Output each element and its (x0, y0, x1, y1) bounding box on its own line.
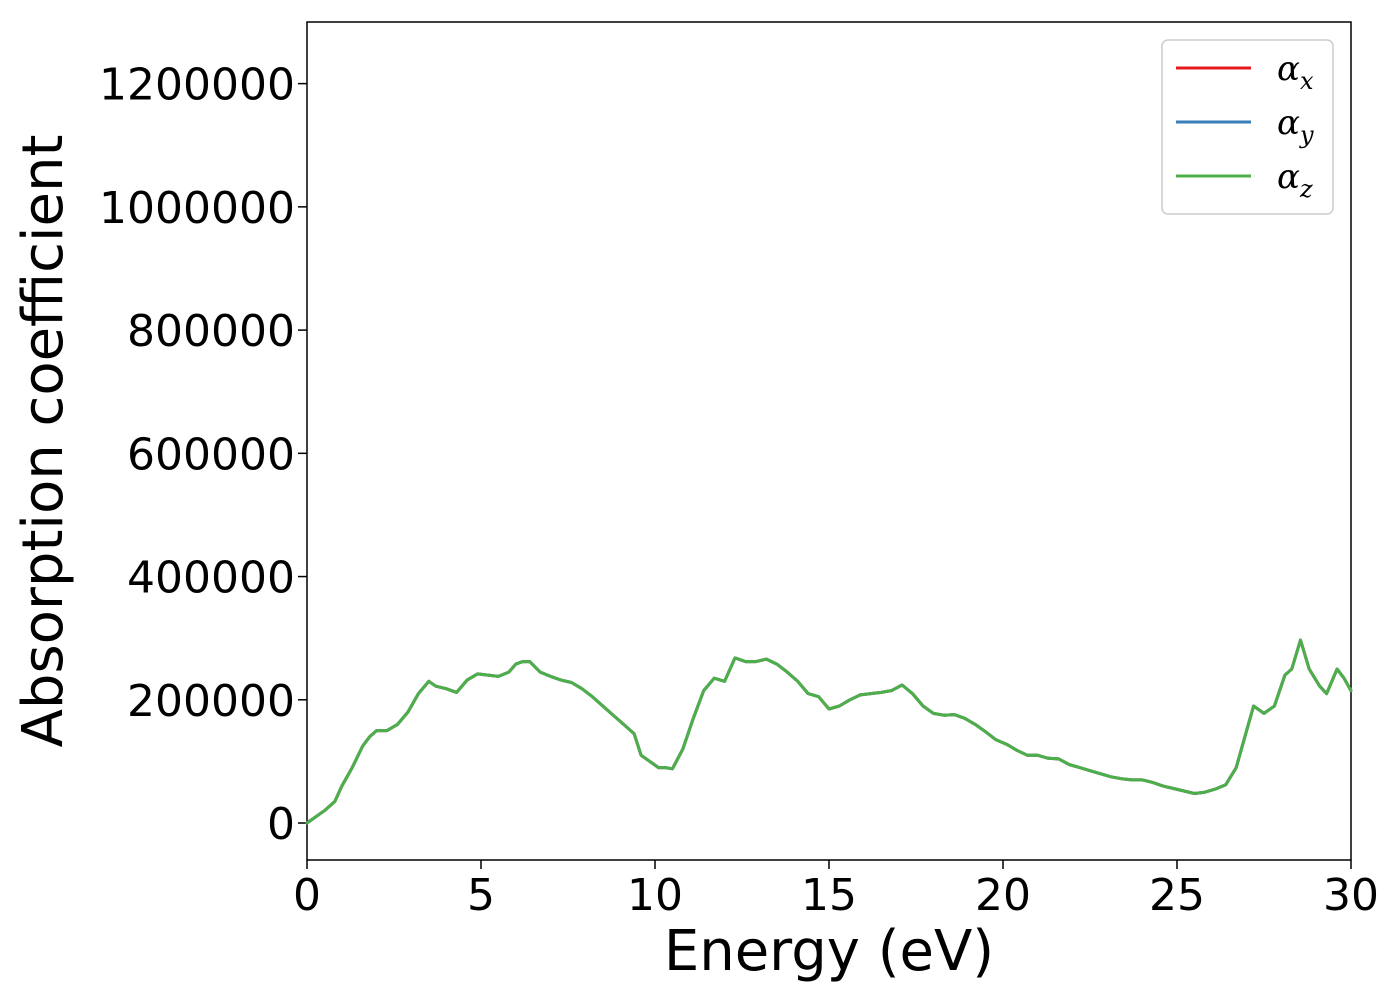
legend-frame (1161, 39, 1334, 215)
x-axis-ticks: 0 5 10 15 20 25 30 (293, 860, 1379, 921)
x-tick-label: 0 (293, 870, 321, 921)
y-axis-ticks: 0 200000 400000 600000 800000 1000000 1200000 (99, 60, 307, 850)
y-axis-label: Absorption coefficient (11, 135, 76, 748)
series-line-1 (305, 638, 1353, 825)
x-tick-label: 15 (801, 870, 857, 921)
y-tick-label: 800000 (127, 306, 295, 357)
series-layer (305, 638, 1353, 825)
y-tick-label: 1200000 (99, 60, 295, 111)
x-tick-label: 20 (975, 870, 1031, 921)
x-tick-label: 5 (467, 870, 495, 921)
legend-subscript: y (1299, 121, 1314, 149)
x-tick-label: 25 (1149, 870, 1205, 921)
x-tick-label: 30 (1323, 870, 1379, 921)
series-line-2 (305, 638, 1353, 825)
legend-subscript: z (1299, 175, 1313, 203)
y-tick-label: 400000 (127, 553, 295, 604)
y-tick-label: 600000 (127, 429, 295, 480)
y-tick-label: 1000000 (99, 183, 295, 234)
x-axis-label: Energy (eV) (664, 919, 994, 984)
y-tick-label: 0 (267, 799, 295, 850)
series-line-3 (305, 638, 1353, 825)
x-tick-label: 10 (627, 870, 683, 921)
legend-subscript: x (1300, 67, 1314, 95)
y-tick-label: 200000 (127, 676, 295, 727)
